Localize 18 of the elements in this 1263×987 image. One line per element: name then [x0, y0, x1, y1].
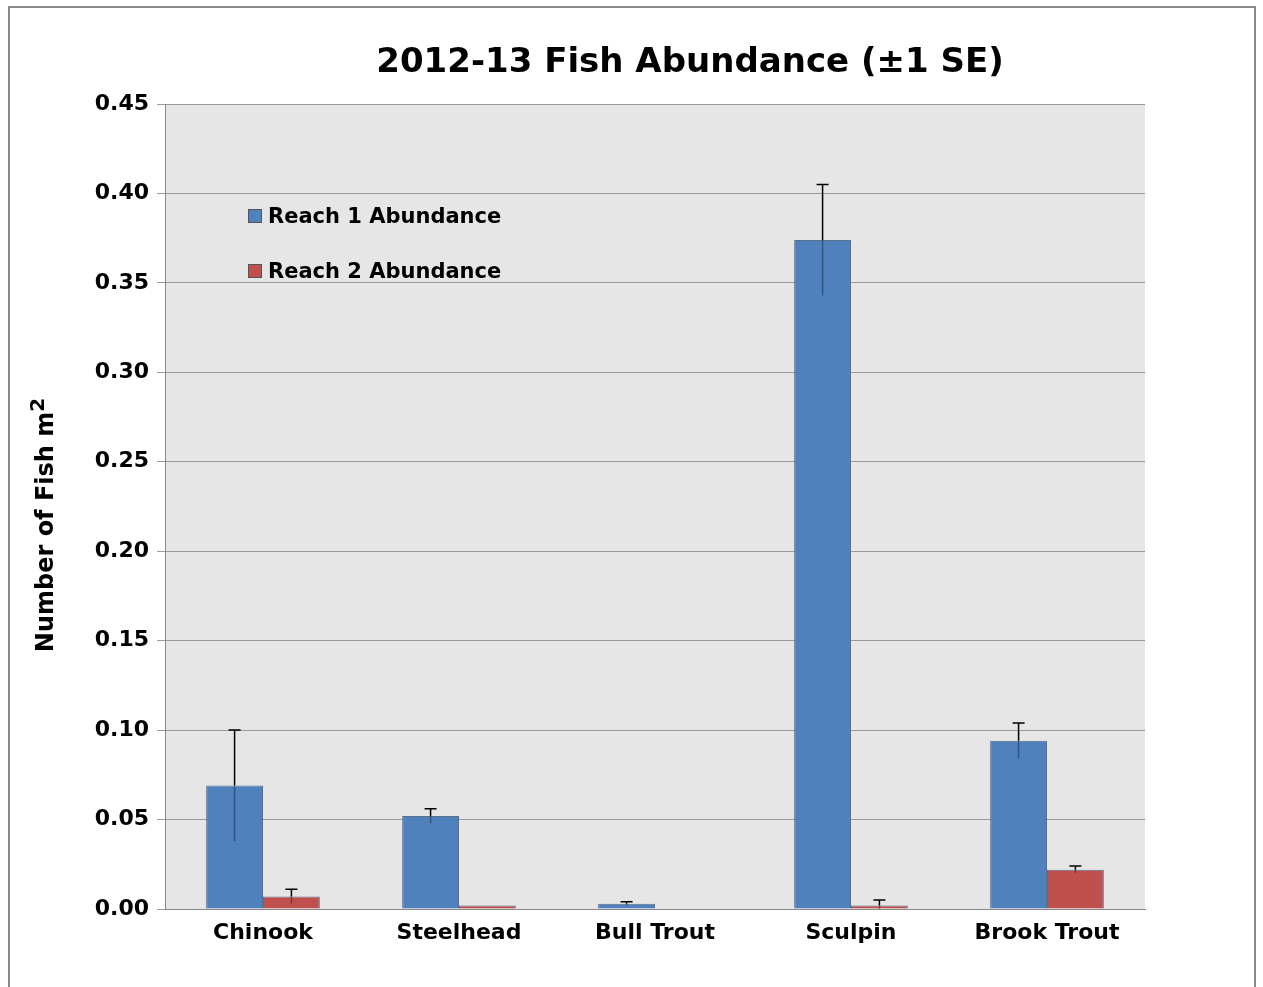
x-tick-label: Sculpin	[805, 918, 897, 944]
legend-label: Reach 1 Abundance	[268, 204, 502, 228]
x-tick-label: Steelhead	[396, 918, 522, 944]
y-tick-label: 0.40	[94, 179, 149, 205]
chart-title: 2012-13 Fish Abundance (±1 SE)	[375, 40, 1005, 80]
y-tick-label: 0.15	[94, 626, 149, 652]
y-tick-label: 0.00	[94, 894, 149, 920]
y-tick-label: 0.20	[94, 536, 149, 562]
y-tick-label: 0.45	[94, 89, 149, 115]
y-tick-label: 0.10	[94, 715, 149, 741]
x-tick-label: Bull Trout	[595, 918, 716, 944]
y-tick-label: 0.25	[94, 447, 149, 473]
y-tick-label: 0.30	[94, 358, 149, 384]
legend-label: Reach 2 Abundance	[268, 259, 502, 283]
x-tick-label: Brook Trout	[974, 918, 1120, 944]
y-tick-label: 0.35	[94, 268, 149, 294]
x-tick-label: Chinook	[213, 918, 315, 944]
y-tick-label: 0.05	[94, 805, 149, 831]
